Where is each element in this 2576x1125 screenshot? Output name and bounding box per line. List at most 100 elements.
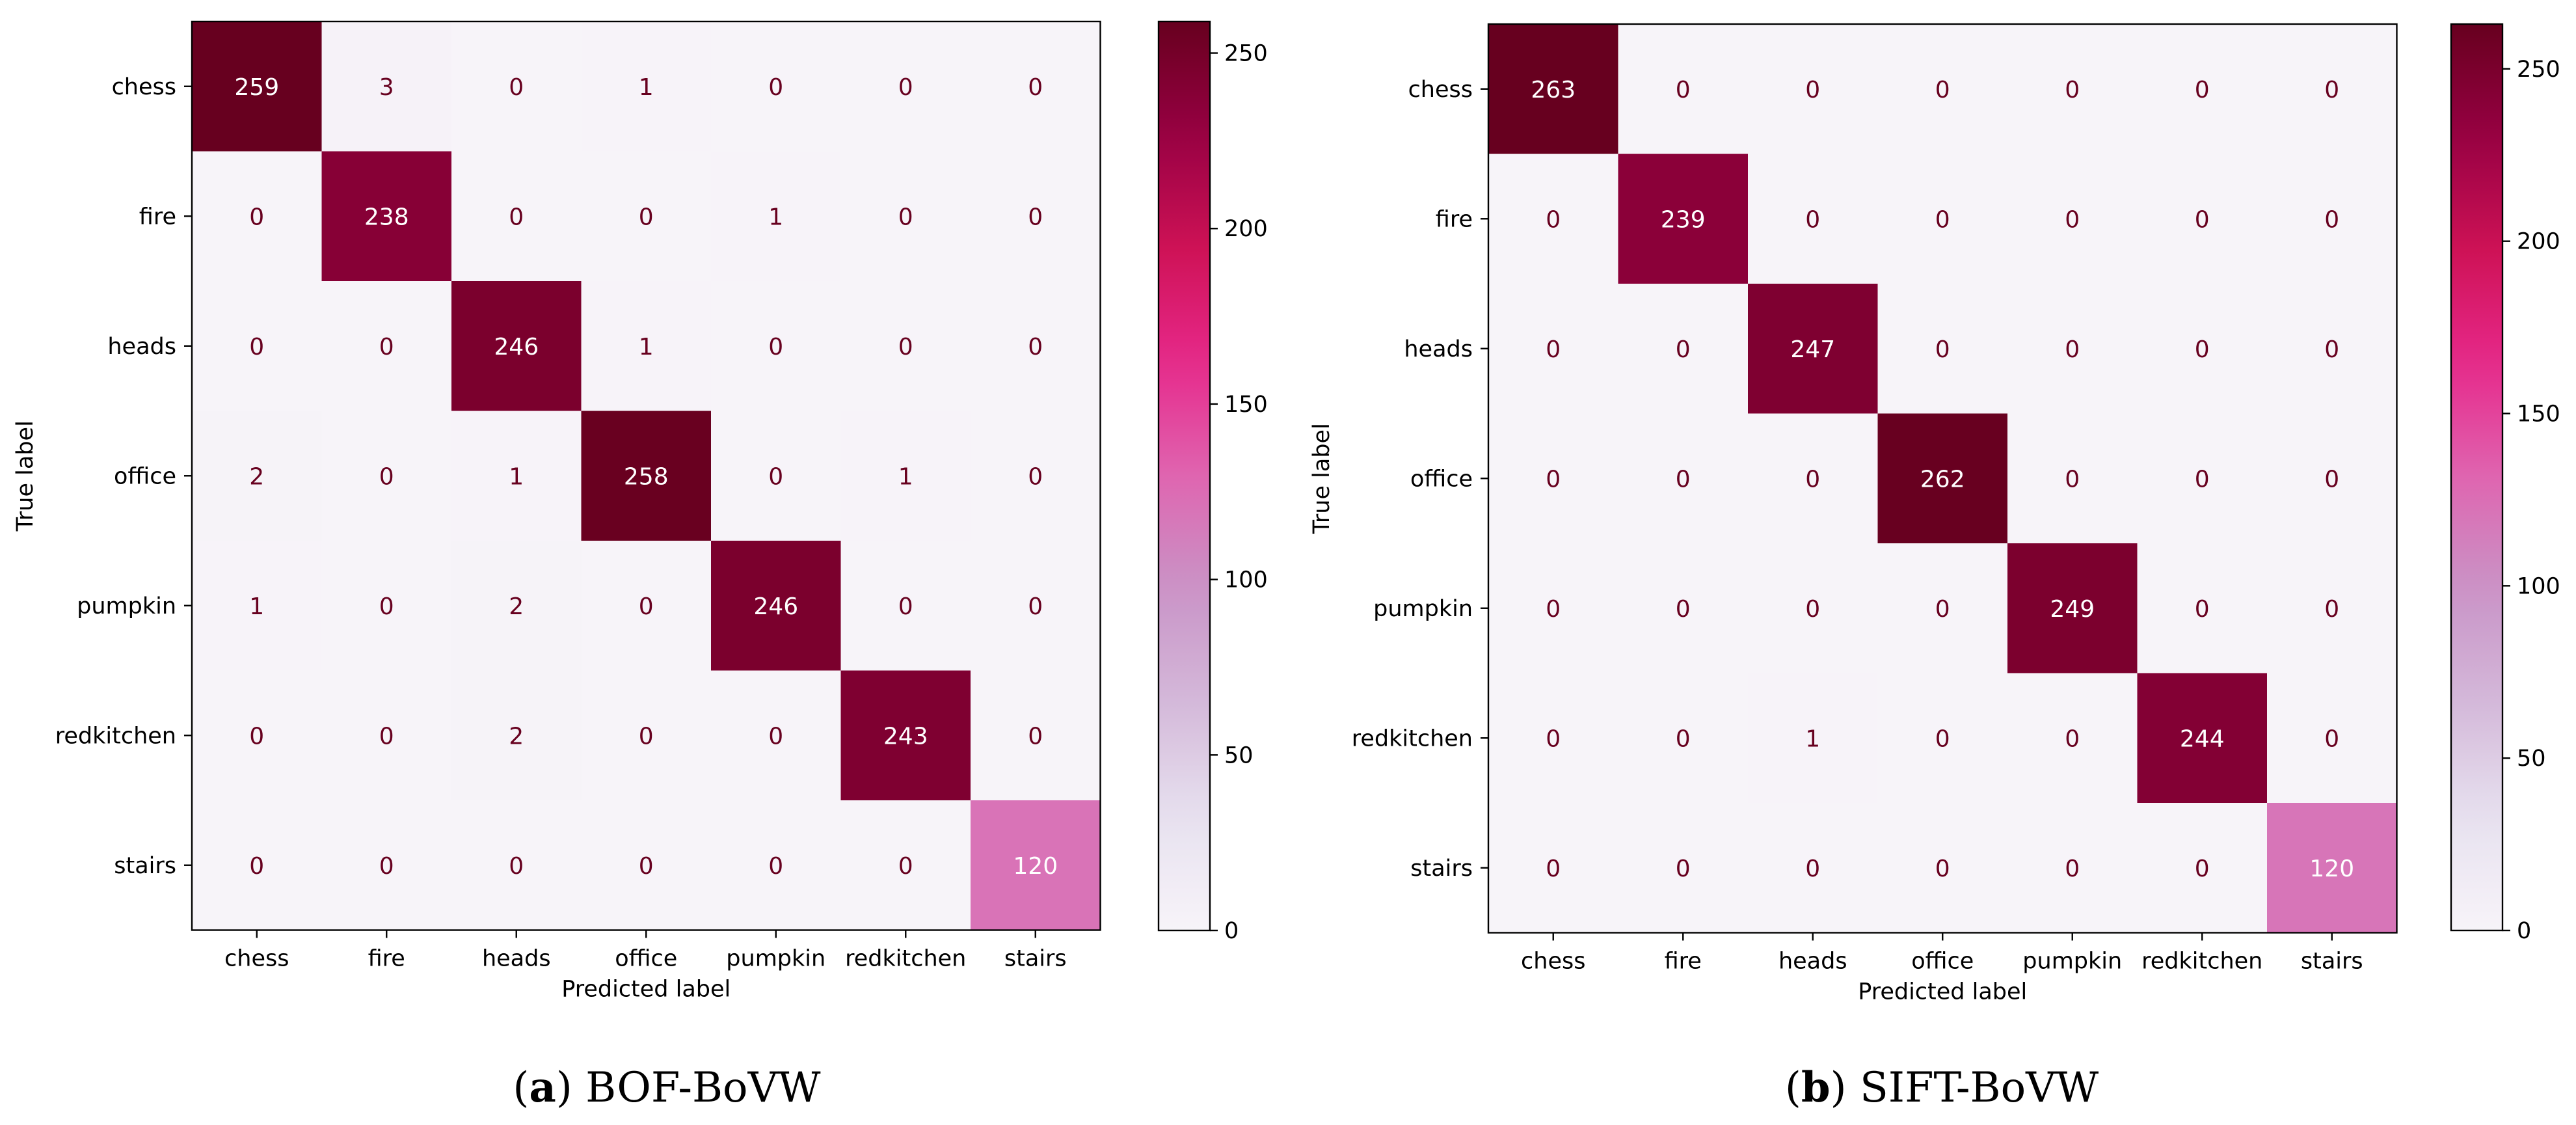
heatmap-cell: [581, 21, 712, 152]
heatmap-cell: [1618, 413, 1749, 544]
cell-value-label: 120: [1013, 853, 1058, 880]
colorbar-tick-label: 200: [2517, 229, 2560, 255]
cell-value-label: 0: [249, 204, 264, 230]
y-tick-label: redkitchen: [55, 723, 176, 749]
heatmap-cell: [321, 21, 452, 152]
heatmap-cell: [2137, 803, 2268, 934]
heatmap-cell: [451, 670, 582, 801]
heatmap-cell: [2007, 284, 2138, 414]
heatmap-cell: [1748, 413, 1879, 544]
heatmap-cell: [711, 411, 842, 541]
heatmap-cell: [1877, 803, 2008, 934]
colorbar-tick-label: 100: [1224, 567, 1268, 593]
heatmap-cell: [451, 411, 582, 541]
confusion-matrix-panel-b: 263 0 0 0 0 0 0 0 239 0 0 0 0 0 0 0 247 0 0 0 0 0 0 0 262 0 0 0 0 0 0 0…: [1309, 23, 2560, 1112]
y-tick-label: stairs: [1410, 856, 1473, 882]
colorbar-tick-label: 50: [2517, 746, 2546, 772]
heatmap-cell: [971, 411, 1101, 541]
heatmap-cell: [1877, 154, 2008, 284]
x-tick-label: pumpkin: [2022, 949, 2122, 975]
heatmap-cell: [192, 411, 323, 541]
heatmap-cell: [451, 541, 582, 671]
heatmap-cell: [2007, 413, 2138, 544]
cell-value-label: 0: [379, 723, 394, 750]
x-tick-label: office: [1911, 949, 1974, 975]
heatmap-cell: [1877, 413, 2008, 544]
cell-value-label: 238: [364, 204, 409, 230]
heatmap-cell: [1748, 154, 1879, 284]
heatmap-cell: [321, 541, 452, 671]
heatmap-cell: [1877, 284, 2008, 414]
x-tick-label: office: [615, 946, 677, 972]
x-tick-label: chess: [224, 946, 289, 972]
cell-value-label: 0: [898, 204, 913, 230]
cell-value-label: 0: [2065, 466, 2080, 493]
cell-value-label: 0: [379, 463, 394, 490]
heatmap-cell: [971, 281, 1101, 412]
heatmap-cell: [2267, 284, 2398, 414]
cell-value-label: 0: [1546, 596, 1561, 623]
y-tick-label: pumpkin: [1373, 596, 1473, 622]
x-tick-label: fire: [368, 946, 405, 972]
x-tick-label: heads: [1778, 949, 1847, 975]
heatmap-cell: [711, 21, 842, 152]
cell-value-label: 0: [2065, 206, 2080, 233]
heatmap-cell: [321, 800, 452, 931]
cell-value-label: 263: [1531, 77, 1576, 103]
cell-value-label: 0: [1805, 77, 1820, 103]
cell-value-label: 1: [768, 204, 783, 230]
y-tick-label: heads: [107, 334, 176, 360]
y-tick-label: chess: [112, 74, 176, 100]
heatmap-cell: [840, 670, 971, 801]
heatmap-cell: [2137, 24, 2268, 155]
heatmap-cell: [451, 281, 582, 412]
cell-value-label: 0: [898, 74, 913, 101]
cell-value-label: 243: [883, 723, 928, 750]
heatmap-cell: [1488, 413, 1619, 544]
heatmap-cell: [2137, 673, 2268, 804]
cell-value-label: 0: [1805, 596, 1820, 623]
heatmap-cell: [971, 670, 1101, 801]
heatmap-cell: [711, 670, 842, 801]
cell-value-label: 120: [2309, 856, 2354, 882]
cell-value-label: 0: [639, 853, 654, 880]
cell-value-label: 244: [2180, 725, 2225, 752]
y-tick-label: office: [1410, 466, 1473, 492]
cell-value-label: 0: [1028, 723, 1043, 750]
heatmap-cell: [840, 411, 971, 541]
cell-value-label: 0: [1028, 593, 1043, 620]
cell-value-label: 0: [249, 853, 264, 880]
y-tick-label: fire: [139, 204, 176, 230]
heatmap-cell: [1618, 154, 1749, 284]
y-tick-label: heads: [1404, 336, 1473, 362]
cell-value-label: 0: [1676, 725, 1691, 752]
cell-value-label: 0: [1935, 596, 1950, 623]
heatmap-cell: [1488, 284, 1619, 414]
cell-value-label: 0: [898, 334, 913, 360]
x-tick-label: stairs: [2301, 949, 2363, 975]
heatmap-cell: [2267, 543, 2398, 674]
colorbar-tick-label: 0: [1224, 918, 1239, 944]
heatmap-cell: [2267, 673, 2398, 804]
heatmap-cell: [711, 281, 842, 412]
heatmap-cell: [2137, 413, 2268, 544]
heatmap-cell: [1488, 803, 1619, 934]
cell-value-label: 0: [2324, 466, 2339, 493]
x-tick-label: redkitchen: [845, 946, 966, 972]
caption-letter: a: [529, 1063, 556, 1112]
heatmap-cell: [581, 800, 712, 931]
x-axis-label: Predicted label: [1858, 979, 2027, 1005]
heatmap-cell: [971, 541, 1101, 671]
caption-paren-close: ): [556, 1064, 585, 1112]
cell-value-label: 0: [1546, 206, 1561, 233]
cell-value-label: 0: [1805, 466, 1820, 493]
cell-value-label: 0: [2065, 336, 2080, 363]
cell-value-label: 0: [2195, 596, 2210, 623]
cell-value-label: 258: [624, 463, 669, 490]
heatmap-cell: [2137, 154, 2268, 284]
cell-value-label: 0: [2065, 856, 2080, 882]
heatmap-cell: [1748, 284, 1879, 414]
heatmap-cell: [581, 411, 712, 541]
x-tick-label: heads: [482, 946, 551, 972]
